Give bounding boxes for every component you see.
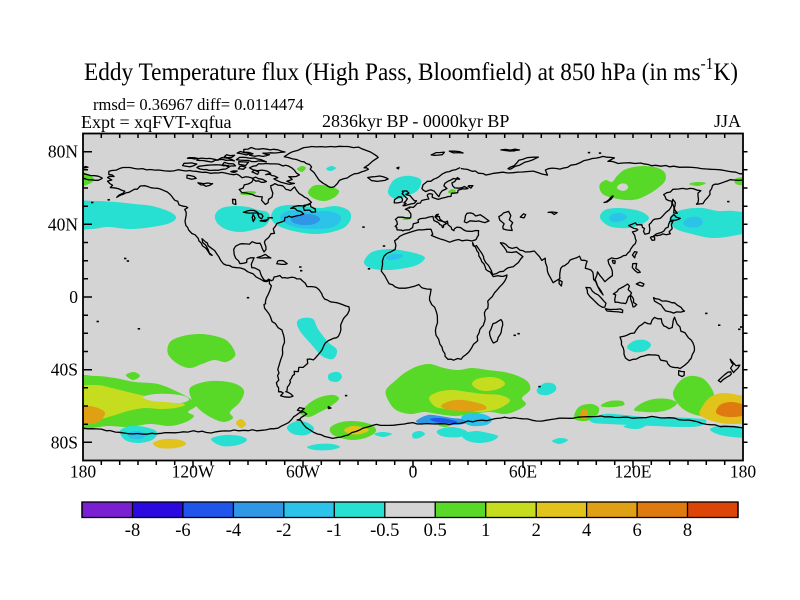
svg-text:180: 180 (70, 462, 97, 482)
svg-text:120W: 120W (172, 462, 215, 482)
svg-text:80S: 80S (51, 432, 78, 452)
svg-text:6: 6 (632, 521, 641, 541)
svg-text:Eddy Temperature flux (High Pa: Eddy Temperature flux (High Pass, Bloomf… (84, 54, 738, 86)
svg-text:80N: 80N (48, 142, 79, 162)
svg-text:Expt = xqFVT-xqfua: Expt = xqFVT-xqfua (81, 112, 231, 132)
svg-text:-0.5: -0.5 (370, 521, 399, 541)
svg-text:60E: 60E (509, 462, 537, 482)
svg-text:JJA: JJA (714, 111, 741, 131)
svg-text:2836kyr BP - 0000kyr BP: 2836kyr BP - 0000kyr BP (322, 111, 509, 131)
svg-text:-8: -8 (125, 521, 140, 541)
svg-text:-6: -6 (175, 521, 190, 541)
svg-text:-4: -4 (226, 521, 241, 541)
svg-text:1: 1 (481, 521, 490, 541)
svg-text:rmsd= 0.36967 diff= 0.0114474: rmsd= 0.36967 diff= 0.0114474 (93, 95, 304, 114)
svg-text:40S: 40S (51, 360, 78, 380)
svg-text:2: 2 (532, 521, 541, 541)
svg-text:0: 0 (409, 462, 418, 482)
svg-text:0.5: 0.5 (424, 521, 447, 541)
svg-text:0: 0 (69, 287, 78, 307)
svg-text:-1: -1 (327, 521, 342, 541)
svg-text:40N: 40N (48, 214, 79, 234)
svg-text:-2: -2 (276, 521, 291, 541)
svg-text:8: 8 (683, 521, 692, 541)
svg-text:180: 180 (730, 462, 757, 482)
svg-text:4: 4 (582, 521, 591, 541)
svg-text:120E: 120E (615, 462, 652, 482)
svg-text:60W: 60W (286, 462, 321, 482)
